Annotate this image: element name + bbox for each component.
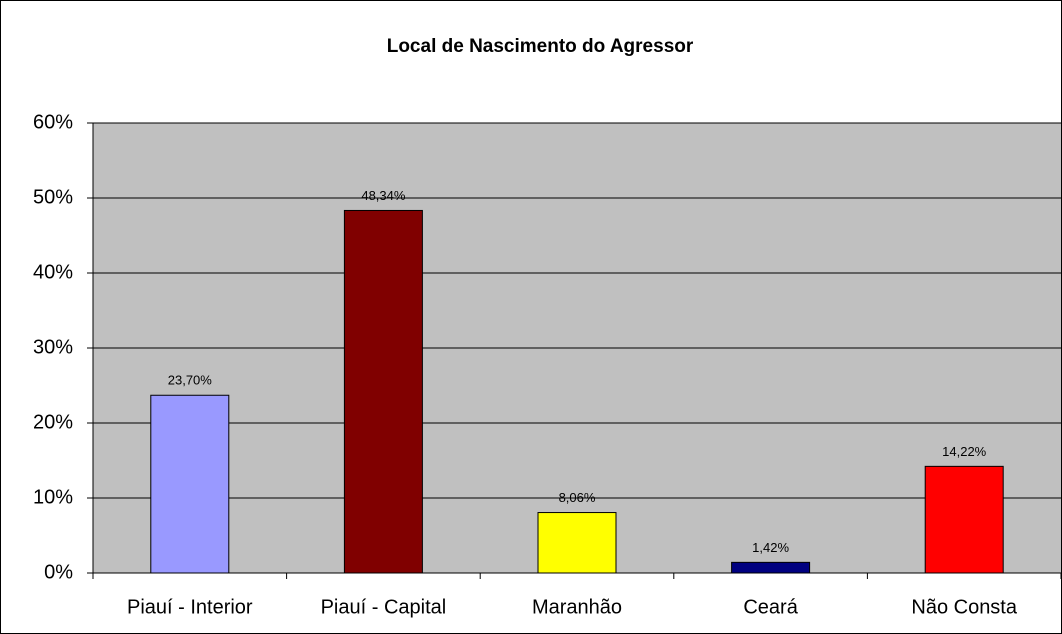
bar <box>731 561 811 574</box>
data-label: 1,42% <box>752 540 789 555</box>
y-tick-label: 20% <box>33 411 73 433</box>
bar <box>924 465 1004 574</box>
chart-title: Local de Nascimento do Agressor <box>387 36 694 57</box>
x-tick-label: Piauí - Interior <box>127 596 253 618</box>
data-label: 8,06% <box>559 490 596 505</box>
x-tick-label: Piauí - Capital <box>321 596 447 618</box>
y-tick-label: 40% <box>33 261 73 283</box>
data-label: 48,34% <box>361 188 406 203</box>
bar <box>537 512 617 574</box>
data-label: 14,22% <box>942 444 987 459</box>
y-tick-label: 60% <box>33 111 73 133</box>
y-tick-label: 10% <box>33 486 73 508</box>
y-tick-label: 30% <box>33 336 73 358</box>
y-tick-label: 50% <box>33 186 73 208</box>
bar <box>343 209 423 574</box>
x-tick-label: Maranhão <box>532 596 622 618</box>
bar <box>150 394 230 574</box>
y-tick-label: 0% <box>44 561 73 583</box>
x-tick-label: Não Consta <box>911 596 1017 618</box>
data-label: 23,70% <box>168 373 213 388</box>
x-tick-label: Ceará <box>743 596 798 618</box>
